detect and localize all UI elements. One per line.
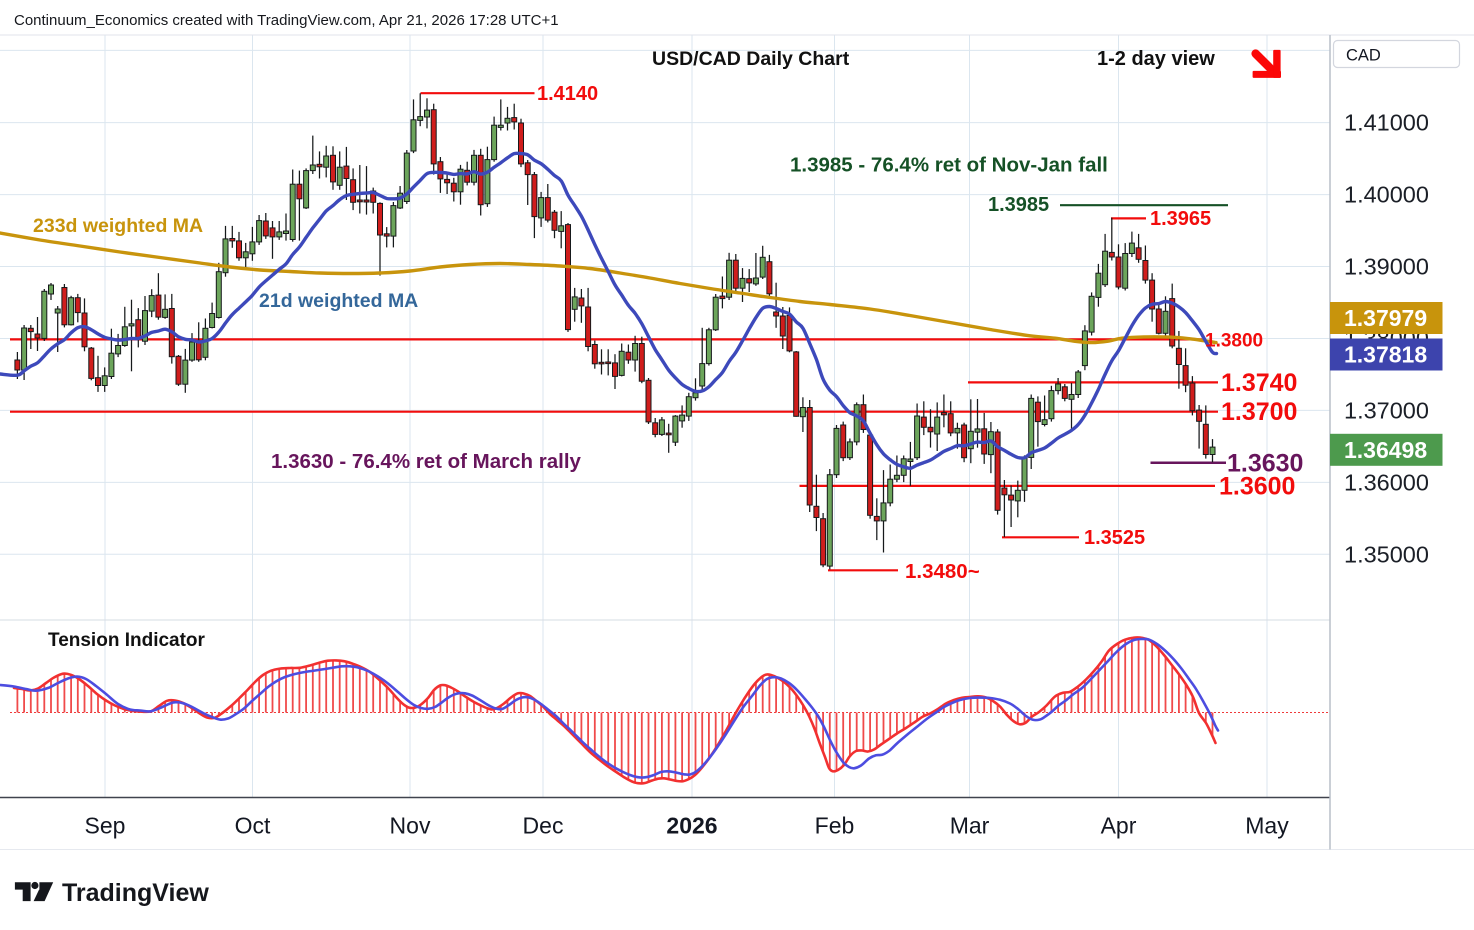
svg-text:Tension Indicator: Tension Indicator: [48, 630, 206, 651]
svg-text:1.37818: 1.37818: [1344, 342, 1427, 368]
svg-text:1.3480~: 1.3480~: [905, 560, 980, 583]
svg-text:1.4140: 1.4140: [537, 83, 598, 105]
svg-text:1.3985: 1.3985: [988, 194, 1049, 216]
svg-text:USD/CAD Daily Chart: USD/CAD Daily Chart: [652, 48, 850, 70]
svg-text:Mar: Mar: [950, 813, 990, 839]
svg-text:1.3525: 1.3525: [1084, 527, 1145, 549]
svg-text:TradingView: TradingView: [62, 879, 209, 907]
svg-text:1.3985 - 76.4% ret of Nov-Jan: 1.3985 - 76.4% ret of Nov-Jan fall: [790, 154, 1108, 177]
svg-text:May: May: [1245, 813, 1289, 839]
svg-text:Nov: Nov: [390, 813, 431, 839]
svg-text:1.36498: 1.36498: [1344, 437, 1427, 463]
svg-text:Oct: Oct: [235, 813, 271, 839]
svg-text:1.41000: 1.41000: [1344, 110, 1429, 136]
svg-text:1.3630 - 76.4% ret of March ra: 1.3630 - 76.4% ret of March rally: [271, 450, 582, 473]
svg-text:Feb: Feb: [815, 813, 855, 839]
svg-text:1.35000: 1.35000: [1344, 541, 1429, 567]
svg-text:1.3630: 1.3630: [1227, 450, 1303, 478]
svg-text:1.3800: 1.3800: [1205, 331, 1263, 352]
svg-text:1.40000: 1.40000: [1344, 182, 1429, 208]
svg-text:1.37000: 1.37000: [1344, 397, 1429, 423]
svg-text:2026: 2026: [666, 813, 717, 839]
svg-text:21d weighted MA: 21d weighted MA: [259, 290, 418, 312]
svg-text:1.3740: 1.3740: [1221, 369, 1297, 397]
svg-text:233d weighted MA: 233d weighted MA: [33, 215, 203, 237]
svg-text:Apr: Apr: [1101, 813, 1137, 839]
svg-text:1.3600: 1.3600: [1219, 473, 1295, 501]
svg-text:Dec: Dec: [523, 813, 564, 839]
svg-text:Continuum_Economics created wi: Continuum_Economics created with Trading…: [14, 12, 559, 29]
svg-text:1.39000: 1.39000: [1344, 254, 1429, 280]
svg-text:1.3700: 1.3700: [1221, 398, 1297, 426]
svg-text:CAD: CAD: [1346, 47, 1381, 65]
svg-text:1.36000: 1.36000: [1344, 469, 1429, 495]
svg-text:Sep: Sep: [85, 813, 126, 839]
svg-text:1-2 day view: 1-2 day view: [1097, 48, 1215, 70]
svg-text:1.3965: 1.3965: [1150, 208, 1211, 230]
svg-text:1.37979: 1.37979: [1344, 305, 1427, 331]
